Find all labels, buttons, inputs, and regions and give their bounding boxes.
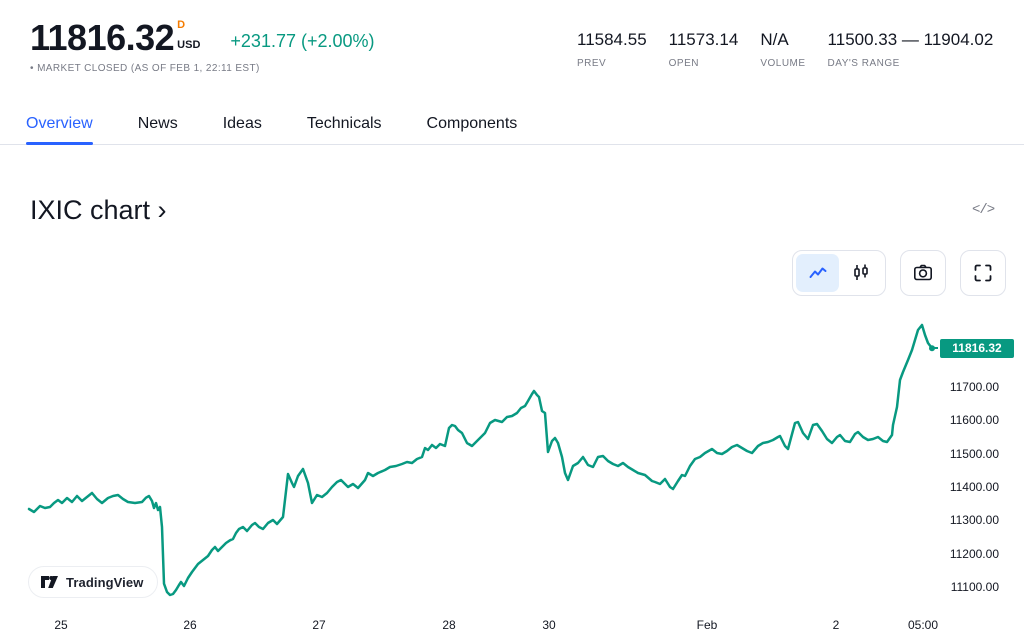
stat-open: 11573.14 OPEN	[669, 30, 739, 69]
stat-value: 11584.55	[577, 30, 647, 49]
active-tab-underline	[26, 142, 93, 145]
tab-technicals[interactable]: Technicals	[307, 103, 382, 144]
price-line-svg	[27, 323, 935, 597]
currency-label: USD	[177, 39, 201, 51]
price-chart[interactable]: 11816.32 25 26 27 28 30 Feb 2 05:00 TradingView…	[0, 300, 1024, 642]
last-price-tick	[932, 347, 938, 350]
snapshot-button[interactable]	[900, 250, 946, 296]
time-axis-label: 27	[312, 618, 326, 632]
tab-label: Ideas	[222, 114, 262, 132]
last-price: 11816.32	[30, 17, 175, 58]
camera-icon	[913, 264, 932, 281]
chart-toolbar	[792, 250, 1006, 296]
line-chart-button[interactable]	[796, 254, 839, 292]
embed-code-icon[interactable]: </>	[972, 202, 995, 218]
stat-label: OPEN	[668, 58, 699, 69]
fullscreen-icon	[974, 264, 992, 282]
price-axis-label: 11300.00	[949, 513, 999, 528]
price-line-path	[27, 323, 934, 597]
price-axis-label: 11600.00	[949, 413, 999, 428]
price-block: 11816.32 D USD +231.77 (+2.00%)	[30, 20, 375, 56]
stat-label: PREV	[577, 58, 607, 69]
tab-label: Technicals	[306, 114, 382, 132]
time-axis-label: 2	[832, 618, 840, 632]
tab-label: Components	[426, 114, 518, 132]
tab-components[interactable]: Components	[427, 103, 518, 144]
time-axis-label: 26	[183, 618, 197, 632]
stat-volume: N/A VOLUME	[760, 30, 805, 69]
tab-bar: Overview News Ideas Technicals Component…	[0, 103, 1024, 145]
time-axis-label: 30	[542, 618, 556, 632]
tradingview-label: TradingView	[66, 574, 144, 590]
stat-label: VOLUME	[760, 58, 806, 69]
tab-label: Overview	[26, 114, 93, 132]
stat-value: 11500.33 — 11904.02	[827, 30, 994, 49]
line-chart-icon	[809, 267, 826, 278]
tab-label: News	[137, 114, 178, 132]
tab-news[interactable]: News	[138, 103, 178, 144]
candlestick-icon	[853, 264, 868, 280]
time-axis[interactable]: 25 26 27 28 30 Feb 2 05:00	[0, 612, 1024, 642]
market-status: • MARKET CLOSED (AS OF FEB 1, 22:11 EST)	[30, 63, 260, 74]
price-axis-label: 11100.00	[950, 580, 999, 594]
interval-marker: D	[177, 19, 186, 31]
stat-prev: 11584.55 PREV	[577, 30, 647, 69]
stat-value: 11573.14	[668, 30, 739, 49]
time-axis-label: 25	[54, 618, 68, 632]
tab-overview[interactable]: Overview	[26, 103, 93, 145]
price-axis-label: 11500.00	[949, 446, 999, 461]
price-change: +231.77 (+2.00%)	[230, 31, 375, 51]
stat-days-range: 11500.33 — 11904.02 DAY'S RANGE	[828, 30, 994, 69]
fullscreen-button[interactable]	[960, 250, 1006, 296]
stat-label: DAY'S RANGE	[827, 58, 900, 69]
chart-type-switcher	[792, 250, 886, 296]
time-axis-label: Feb	[696, 618, 718, 632]
chart-section-title[interactable]: IXIC chart ›	[30, 195, 167, 225]
price-axis-label: 11700.00	[949, 380, 999, 394]
tradingview-logo-icon	[41, 575, 58, 588]
tradingview-watermark[interactable]: TradingView	[28, 566, 159, 598]
tab-ideas[interactable]: Ideas	[223, 103, 262, 144]
price-axis-label: 11200.00	[949, 546, 999, 561]
time-axis-label: 05:00	[907, 618, 939, 632]
candlestick-chart-button[interactable]	[839, 254, 882, 292]
header-stats: 11584.55 PREV 11573.14 OPEN N/A VOLUME 1…	[577, 30, 993, 69]
time-axis-label: 28	[442, 618, 456, 632]
price-axis-label: 11400.00	[949, 480, 999, 494]
price-suffix: D USD	[177, 20, 200, 51]
last-price-badge: 11816.32	[940, 338, 1014, 358]
stat-value: N/A	[760, 30, 789, 49]
